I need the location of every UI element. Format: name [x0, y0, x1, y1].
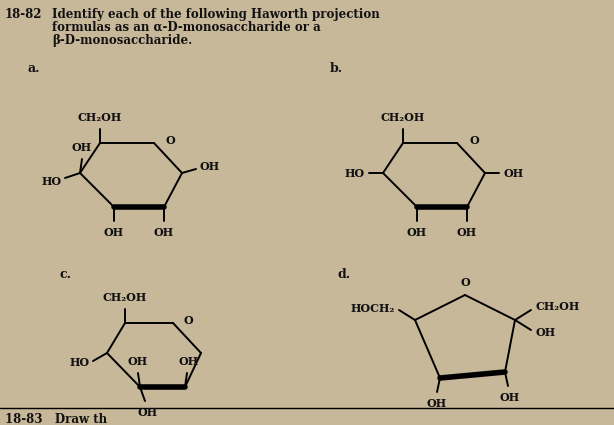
Text: O: O: [166, 134, 176, 145]
Text: OH: OH: [104, 227, 124, 238]
Text: OH: OH: [503, 167, 523, 178]
Text: CH₂OH: CH₂OH: [103, 292, 147, 303]
Text: CH₂OH: CH₂OH: [535, 301, 579, 312]
Text: Identify each of the following Haworth projection: Identify each of the following Haworth p…: [52, 8, 379, 21]
Text: OH: OH: [138, 407, 158, 418]
Text: 18-83   Draw th: 18-83 Draw th: [5, 413, 107, 425]
Text: OH: OH: [457, 227, 477, 238]
Text: b.: b.: [330, 62, 343, 75]
Text: 18-82: 18-82: [5, 8, 42, 21]
Text: OH: OH: [128, 356, 148, 367]
Text: d.: d.: [338, 268, 351, 281]
Text: HOCH₂: HOCH₂: [351, 303, 395, 314]
Text: O: O: [469, 134, 479, 145]
Text: HO: HO: [70, 357, 90, 368]
Text: O: O: [183, 314, 193, 326]
Text: OH: OH: [535, 326, 555, 337]
Text: a.: a.: [28, 62, 41, 75]
Text: formulas as an α-D-monosaccharide or a: formulas as an α-D-monosaccharide or a: [52, 21, 321, 34]
Text: O: O: [460, 277, 470, 288]
Text: OH: OH: [154, 227, 174, 238]
Text: OH: OH: [179, 356, 199, 367]
Text: OH: OH: [72, 142, 92, 153]
Text: HO: HO: [42, 176, 62, 187]
Text: OH: OH: [427, 398, 447, 409]
Text: OH: OH: [200, 162, 220, 173]
Text: OH: OH: [407, 227, 427, 238]
Text: HO: HO: [345, 167, 365, 178]
Text: c.: c.: [60, 268, 72, 281]
Text: CH₂OH: CH₂OH: [381, 112, 425, 123]
Text: OH: OH: [500, 392, 520, 403]
Text: CH₂OH: CH₂OH: [78, 112, 122, 123]
Text: β-D-monosaccharide.: β-D-monosaccharide.: [52, 34, 192, 47]
